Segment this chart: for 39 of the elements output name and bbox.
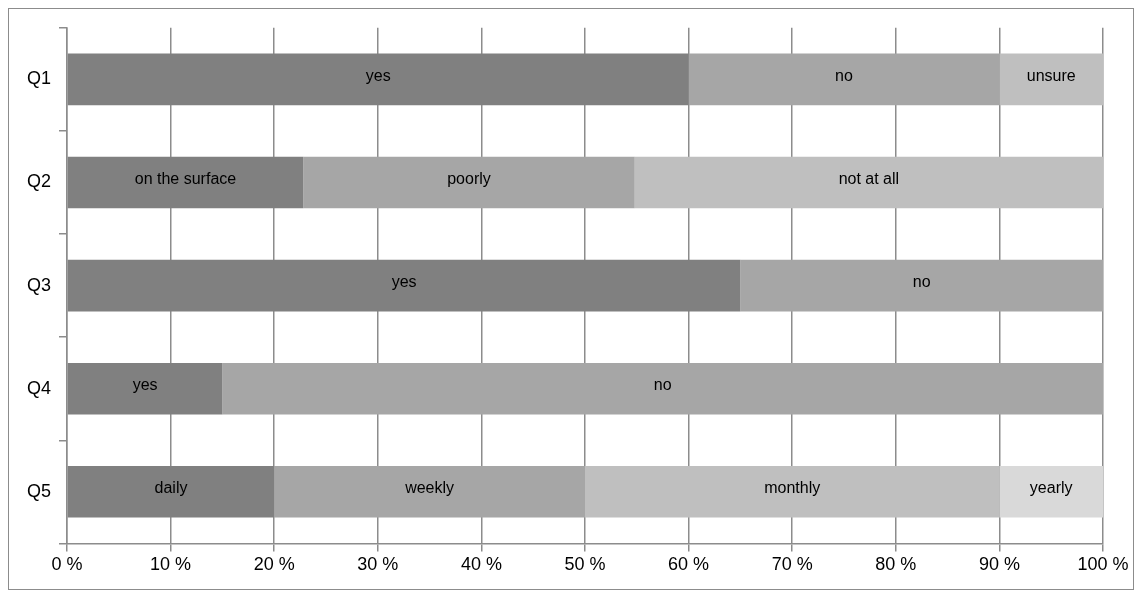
data-label: monthly — [764, 479, 821, 497]
x-tick-label: 30 % — [357, 554, 399, 575]
bar — [303, 156, 635, 209]
bar — [222, 362, 1103, 415]
y-tick-label: Q4 — [27, 377, 52, 398]
data-label: yearly — [1029, 479, 1073, 497]
bar — [688, 53, 1000, 106]
data-label: unsure — [1026, 66, 1076, 84]
bar — [585, 466, 1000, 518]
x-tick-label: 90 % — [978, 554, 1020, 575]
data-label: on the surface — [134, 169, 237, 187]
data-label: yes — [391, 273, 417, 291]
bar — [740, 259, 1103, 312]
x-tick-label: 70 % — [771, 554, 813, 575]
data-label: no — [835, 66, 853, 84]
data-label: no — [912, 273, 931, 291]
bar — [999, 53, 1103, 106]
x-tick-label: 80 % — [875, 554, 917, 575]
x-tick-label: 20 % — [253, 554, 295, 575]
x-tick-label: 60 % — [668, 554, 710, 575]
data-label: yes — [132, 376, 158, 394]
data-label: weekly — [404, 479, 455, 497]
data-label: daily — [154, 479, 188, 497]
bar — [999, 466, 1103, 518]
x-tick-label: 10 % — [150, 554, 192, 575]
data-label: not at all — [838, 169, 900, 187]
y-tick-label: Q2 — [27, 171, 52, 192]
y-tick-label: Q1 — [27, 68, 52, 89]
data-label: no — [653, 376, 672, 394]
x-tick-label: 40 % — [460, 554, 502, 575]
data-label: poorly — [447, 169, 491, 187]
x-tick-label: 100 % — [1077, 554, 1129, 575]
x-tick-label: 0 % — [51, 554, 83, 575]
y-tick-label: Q3 — [27, 274, 52, 295]
bar — [634, 156, 1103, 209]
y-tick-label: Q5 — [27, 480, 52, 501]
x-tick-label: 50 % — [564, 554, 606, 575]
bar — [274, 466, 586, 518]
data-label: yes — [365, 66, 391, 84]
